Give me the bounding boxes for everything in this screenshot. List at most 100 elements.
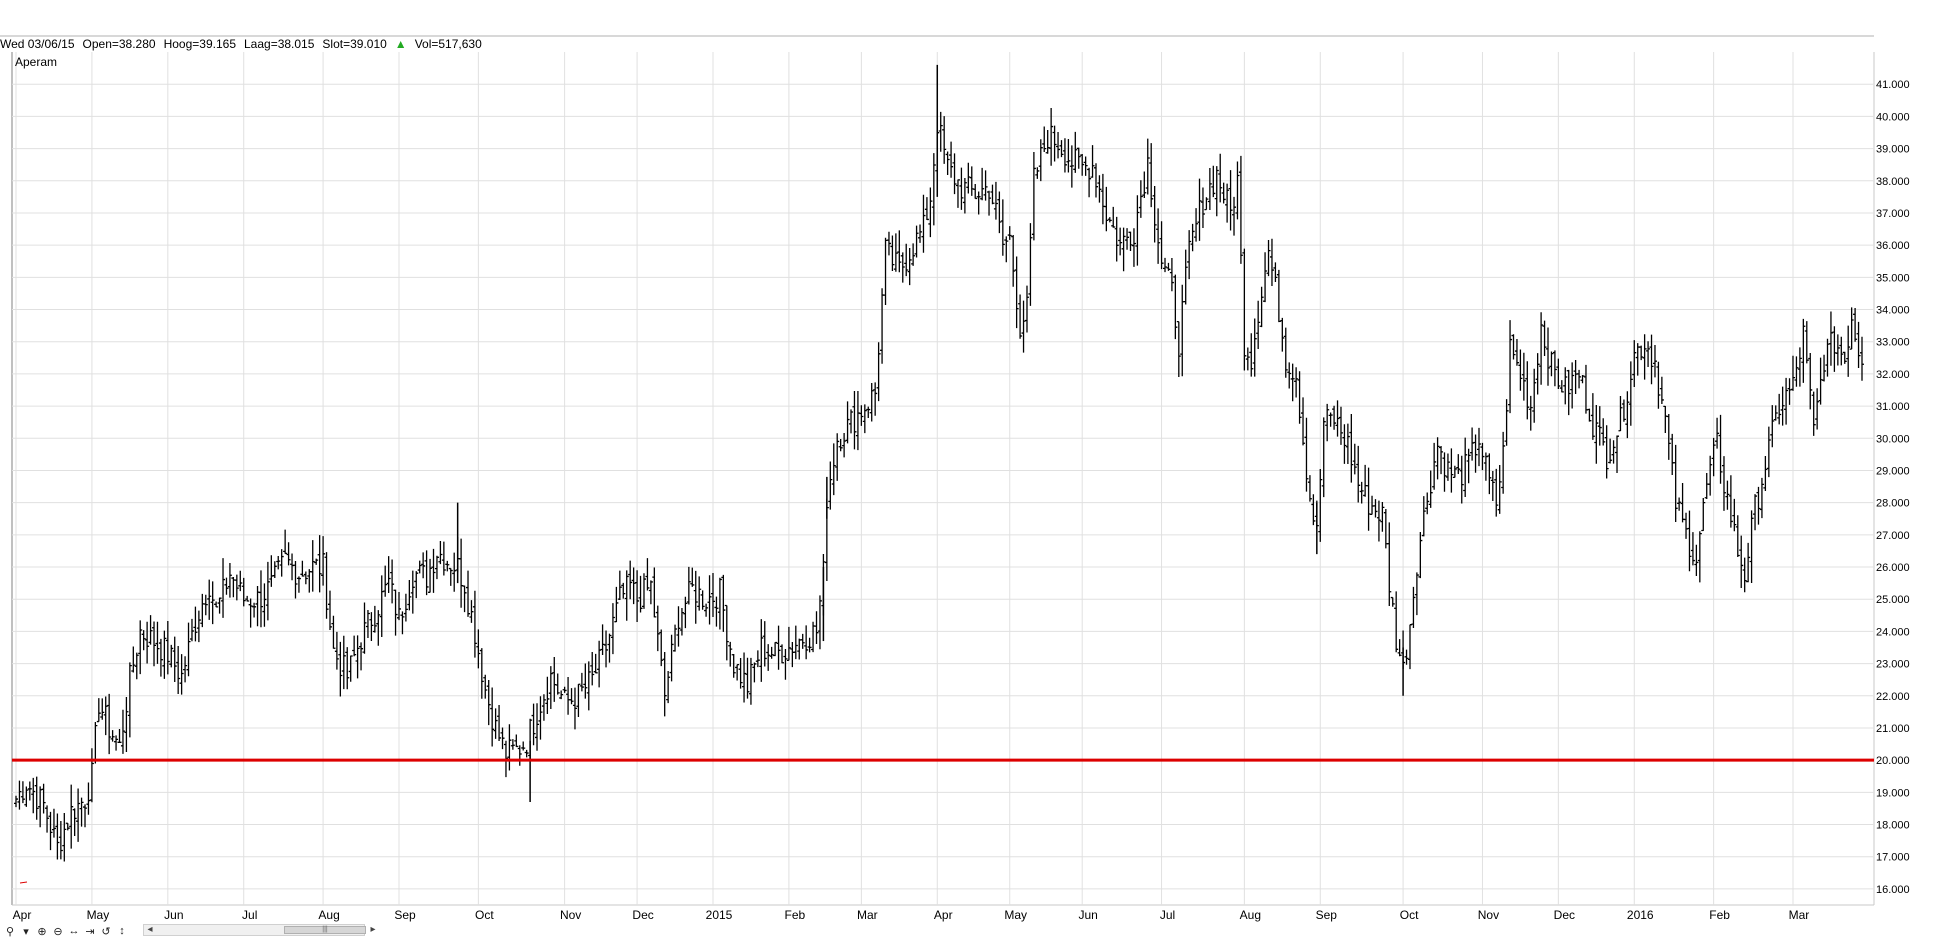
- ohlc-bar: [1142, 171, 1147, 198]
- ohlc-bar: [393, 589, 398, 636]
- pan-horizontal-icon[interactable]: ↔: [68, 925, 80, 937]
- ohlc-bar: [1535, 353, 1540, 395]
- ohlc-bar: [1456, 454, 1461, 475]
- pan-vertical-icon[interactable]: ↕: [119, 925, 125, 937]
- ohlc-bar: [1753, 494, 1758, 531]
- ohlc-bar: [279, 549, 284, 577]
- scroll-thumb[interactable]: |||: [284, 926, 366, 934]
- ohlc-bar: [990, 184, 995, 205]
- ohlc-bar: [1301, 397, 1306, 446]
- info-low: Laag=38.015: [244, 37, 315, 51]
- ohlc-bar: [217, 597, 222, 614]
- ohlc-bar: [1632, 340, 1637, 387]
- ohlc-bar: [1387, 522, 1392, 606]
- ohlc-bar: [1225, 183, 1230, 223]
- ohlc-bar: [1363, 464, 1368, 497]
- zoom-in-icon[interactable]: ⊕: [37, 925, 47, 938]
- ohlc-bar: [1628, 361, 1633, 426]
- y-tick-label: 16.000: [1876, 884, 1910, 896]
- ohlc-bar: [1790, 355, 1795, 391]
- ohlc-bar: [245, 595, 250, 602]
- ohlc-bar: [1235, 161, 1240, 220]
- ohlc-bar: [1766, 426, 1771, 478]
- ohlc-bar: [1532, 368, 1537, 423]
- x-tick-label: Apr: [934, 908, 953, 922]
- ohlc-bar: [1194, 208, 1199, 242]
- ohlc-bar: [1663, 405, 1668, 434]
- ohlc-bar: [1138, 180, 1143, 218]
- ohlc-bar: [918, 224, 923, 243]
- ohlc-bar: [1435, 437, 1440, 480]
- ohlc-bar: [952, 153, 957, 195]
- ohlc-bar: [559, 690, 564, 700]
- ohlc-bar: [1197, 178, 1202, 241]
- reset-icon[interactable]: ↺: [101, 925, 111, 938]
- magnifier-icon[interactable]: ⚲: [5, 925, 15, 938]
- ohlc-bar: [114, 735, 119, 751]
- scroll-left-icon[interactable]: ◂: [147, 924, 153, 935]
- ohlc-bar: [793, 625, 798, 660]
- ohlc-bar: [414, 571, 419, 599]
- ohlc-bar: [1701, 498, 1706, 532]
- ohlc-bar: [607, 633, 612, 663]
- fit-icon[interactable]: ⇥: [85, 925, 95, 938]
- ohlc-bar: [1711, 437, 1716, 477]
- ohlc-bar: [1694, 544, 1699, 576]
- ohlc-bar: [966, 162, 971, 194]
- ohlc-bar: [1483, 452, 1488, 481]
- ohlc-bar: [1345, 423, 1350, 465]
- ohlc-bar: [1414, 572, 1419, 616]
- ohlc-bar: [1718, 414, 1723, 484]
- ohlc-bar: [158, 638, 163, 677]
- ohlc-bar: [1256, 300, 1261, 350]
- ohlc-bar: [1332, 405, 1337, 430]
- ohlc-bar: [780, 644, 785, 664]
- dropdown-icon[interactable]: ▾: [23, 925, 29, 938]
- ohlc-bar: [1656, 361, 1661, 409]
- ohlc-bar: [1259, 286, 1264, 328]
- ohlc-bar: [14, 795, 18, 808]
- ohlc-bar: [493, 708, 498, 739]
- ohlc-bar: [686, 566, 691, 605]
- time-scrollbar[interactable]: ◂ ||| ▸: [143, 924, 376, 936]
- ohlc-bar: [131, 646, 136, 673]
- ohlc-bar: [138, 620, 143, 675]
- ohlc-bar: [510, 739, 515, 750]
- ohlc-bar: [1832, 326, 1837, 372]
- ohlc-bar: [1501, 431, 1506, 494]
- ohlc-bar: [931, 153, 936, 226]
- ohlc-bar: [1677, 497, 1682, 511]
- ohlc-bars: [14, 108, 1864, 862]
- ohlc-bar: [721, 574, 726, 632]
- ohlc-bar: [1276, 269, 1281, 323]
- ohlc-bar: [321, 536, 326, 586]
- ohlc-bar: [1797, 347, 1802, 387]
- ohlc-bar: [890, 235, 895, 272]
- ohlc-bar: [535, 703, 540, 751]
- ohlc-bar: [186, 622, 191, 677]
- ohlc-bar: [314, 558, 319, 565]
- ohlc-bar: [945, 151, 950, 176]
- ohlc-bar: [466, 570, 471, 617]
- ohlc-bar: [331, 615, 336, 649]
- ohlc-bar: [403, 593, 408, 622]
- ohlc-bar: [1573, 360, 1578, 394]
- ohlc-bar: [1477, 427, 1481, 467]
- ohlc-bar: [1518, 349, 1523, 391]
- ohlc-bar: [1463, 437, 1468, 497]
- zoom-out-icon[interactable]: ⊖: [53, 925, 63, 938]
- ohlc-bar: [1000, 199, 1005, 256]
- y-tick-label: 19.000: [1876, 787, 1910, 799]
- scroll-right-icon[interactable]: ▸: [370, 924, 376, 935]
- ohlc-bar: [862, 404, 867, 434]
- ohlc-bar: [1649, 334, 1654, 385]
- ohlc-bar: [86, 782, 91, 815]
- ohlc-bar: [1715, 417, 1720, 449]
- ohlc-bar: [1076, 147, 1081, 169]
- ohlc-bar: [1490, 471, 1495, 501]
- x-tick-label: Sep: [394, 908, 416, 922]
- ohlc-bar: [993, 181, 998, 220]
- ohlc-bar: [448, 567, 453, 586]
